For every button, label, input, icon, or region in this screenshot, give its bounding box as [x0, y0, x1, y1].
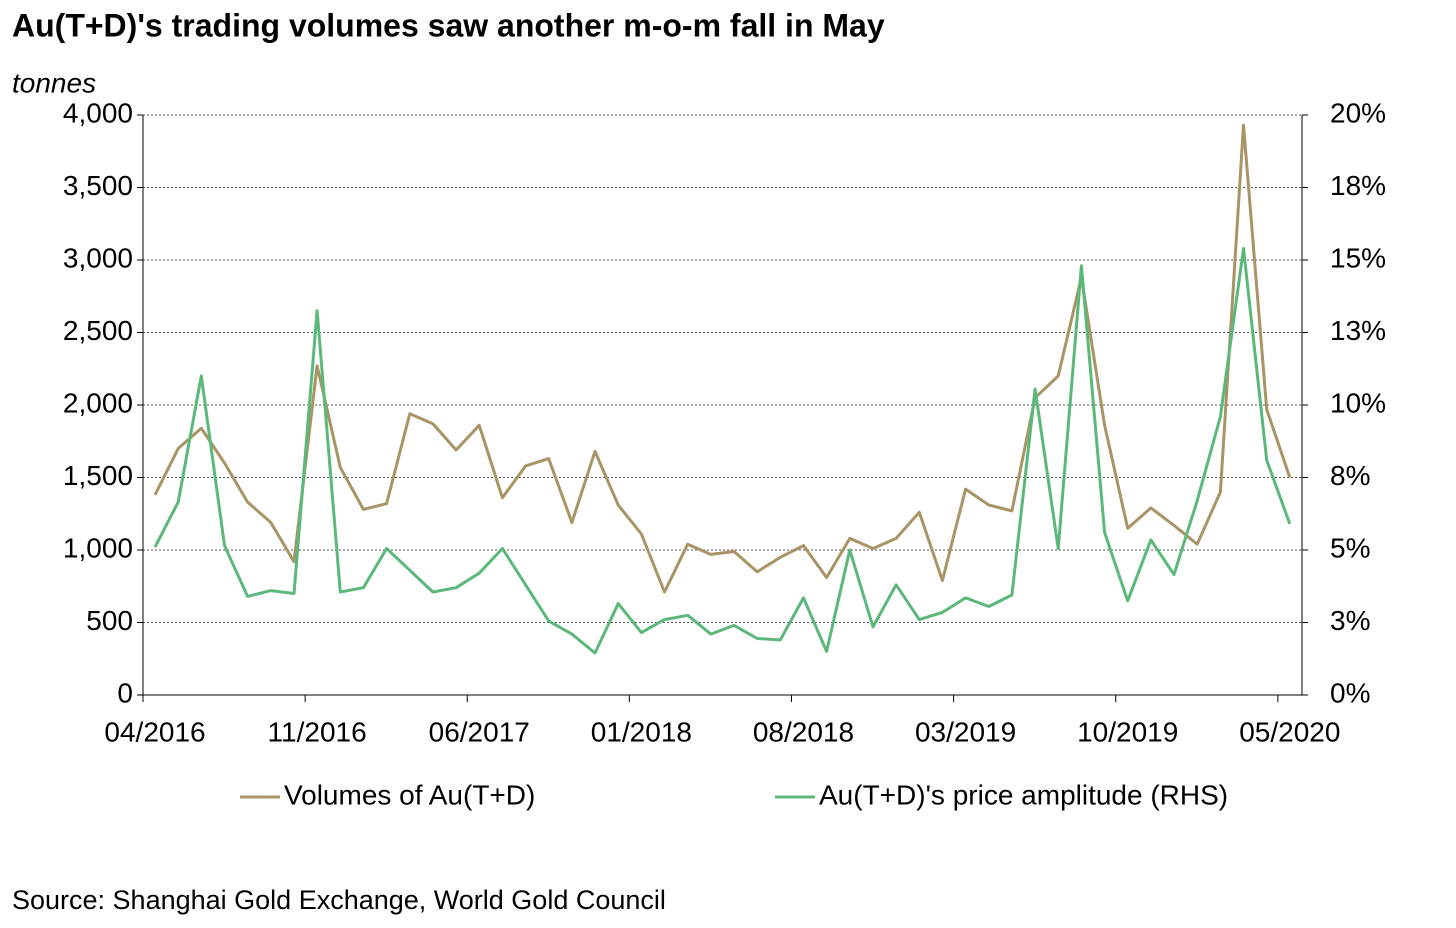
y2-tick-label: 0%: [1330, 677, 1370, 708]
x-tick-label: 06/2017: [429, 716, 530, 747]
x-tick-label: 04/2016: [104, 716, 205, 747]
legend-label: Volumes of Au(T+D): [284, 779, 535, 810]
y2-tick-label: 5%: [1330, 532, 1370, 563]
y-tick-label: 4,000: [63, 97, 133, 128]
x-tick-label: 08/2018: [753, 716, 854, 747]
y2-tick-label: 13%: [1330, 315, 1386, 346]
series-line: [153, 246, 1292, 655]
x-tick-label: 03/2019: [915, 716, 1016, 747]
y-tick-label: 2,500: [63, 315, 133, 346]
y2-tick-label: 8%: [1330, 460, 1370, 491]
y-tick-label: 2,000: [63, 387, 133, 418]
y-tick-label: 1,500: [63, 460, 133, 491]
y2-tick-label: 20%: [1330, 97, 1386, 128]
y-tick-label: 1,000: [63, 532, 133, 563]
x-tick-label: 10/2019: [1077, 716, 1178, 747]
x-tick-label: 05/2020: [1239, 716, 1340, 747]
x-tick-label: 11/2016: [268, 716, 367, 747]
y2-tick-label: 3%: [1330, 605, 1370, 636]
y-tick-label: 500: [86, 605, 133, 636]
source: Source: Shanghai Gold Exchange, World Go…: [12, 885, 666, 915]
legend-label: Au(T+D)'s price amplitude (RHS): [819, 779, 1228, 810]
y2-tick-label: 18%: [1330, 170, 1386, 201]
y-tick-label: 3,000: [63, 242, 133, 273]
x-tick-label: 01/2018: [591, 716, 692, 747]
y-tick-label: 0: [117, 677, 133, 708]
y2-tick-label: 10%: [1330, 387, 1386, 418]
y2-tick-label: 15%: [1330, 242, 1386, 273]
y-axis-label: tonnes: [12, 67, 96, 98]
series-line: [153, 123, 1292, 594]
y-tick-label: 3,500: [63, 170, 133, 201]
chart-title: Au(T+D)'s trading volumes saw another m-…: [12, 7, 885, 43]
